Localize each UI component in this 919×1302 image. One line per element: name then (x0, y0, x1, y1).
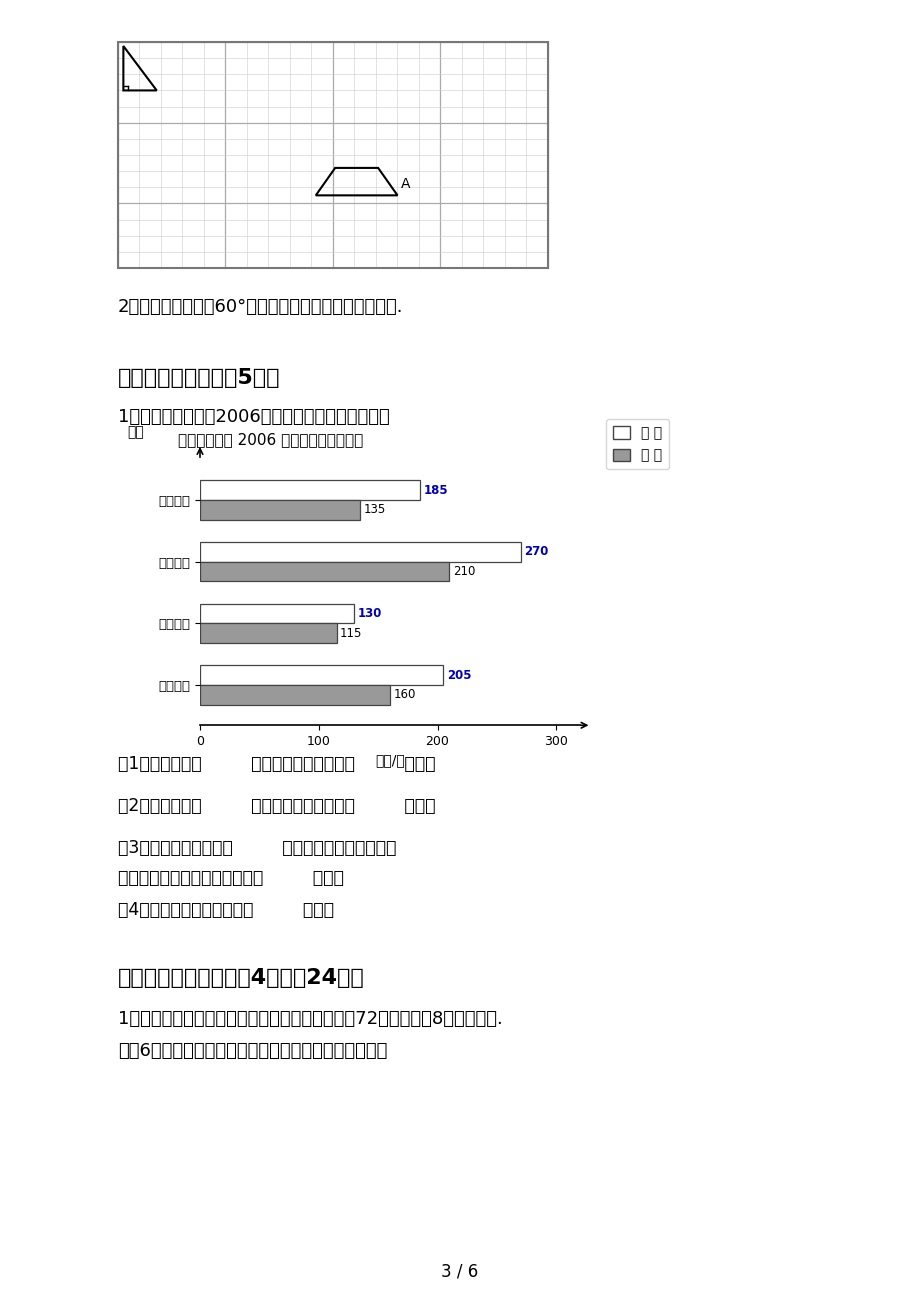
Bar (199, 604, 354, 624)
Text: 小军、小强家 2006 年各季度电费情况统: 小军、小强家 2006 年各季度电费情况统 (177, 432, 363, 447)
Text: （2）小军家第（         ）季度电费最少，是（         ）元。: （2）小军家第（ ）季度电费最少，是（ ）元。 (118, 797, 435, 815)
Bar (199, 665, 443, 685)
Text: 270: 270 (524, 546, 548, 559)
Bar (199, 561, 448, 582)
Text: A: A (400, 177, 410, 191)
Text: 210: 210 (452, 565, 475, 578)
Text: （3）小军家全年电费（         ）元，小强家全年电费（: （3）小军家全年电费（ ）元，小强家全年电费（ (118, 838, 396, 857)
Text: 1、小强家和小军家2006年各季度电费情况如下图。: 1、小强家和小军家2006年各季度电费情况如下图。 (118, 408, 390, 426)
Text: 130: 130 (357, 607, 382, 620)
Text: 1、欣欣陶瓷厂接到一批生产任务，计划每天生产72箱青花瓷，8天正好完成.: 1、欣欣陶瓷厂接到一批生产任务，计划每天生产72箱青花瓷，8天正好完成. (118, 1010, 502, 1029)
Text: 六、统计图表。（共5分）: 六、统计图表。（共5分） (118, 368, 280, 388)
Legend: 小 强, 小 军: 小 强, 小 军 (606, 419, 668, 470)
X-axis label: 电费/元: 电费/元 (375, 754, 404, 767)
Text: 3 / 6: 3 / 6 (441, 1263, 478, 1281)
Text: 160: 160 (393, 689, 415, 702)
Bar (199, 624, 336, 643)
Text: ）元。小强家比小军家电费多（         ）元。: ）元。小强家比小军家电费多（ ）元。 (118, 868, 344, 887)
Bar (199, 480, 419, 500)
Text: 季度: 季度 (127, 424, 143, 439)
Text: 七、解决问题。（每题4分，共24分）: 七、解决问题。（每题4分，共24分） (118, 967, 364, 988)
Text: （1）小强家第（         ）季度电费最多，是（         ）元。: （1）小强家第（ ）季度电费最多，是（ ）元。 (118, 755, 435, 773)
Bar (199, 685, 390, 704)
Text: （4）全年两家电费一共是（         ）元。: （4）全年两家电费一共是（ ）元。 (118, 901, 334, 919)
Bar (199, 542, 520, 561)
Bar (118, 42, 548, 268)
Text: 135: 135 (364, 504, 386, 517)
Text: 185: 185 (423, 484, 448, 496)
Text: 2、画一个比平角少60°的角，并标出角的各部分的名称.: 2、画一个比平角少60°的角，并标出角的各部分的名称. (118, 298, 403, 316)
Text: 实际6天完成了任务，实际每天比原计划多生产多少箱？: 实际6天完成了任务，实际每天比原计划多生产多少箱？ (118, 1042, 387, 1060)
Text: 115: 115 (340, 626, 362, 639)
Bar (118, 42, 548, 268)
Bar (199, 500, 360, 519)
Text: 205: 205 (447, 669, 471, 681)
